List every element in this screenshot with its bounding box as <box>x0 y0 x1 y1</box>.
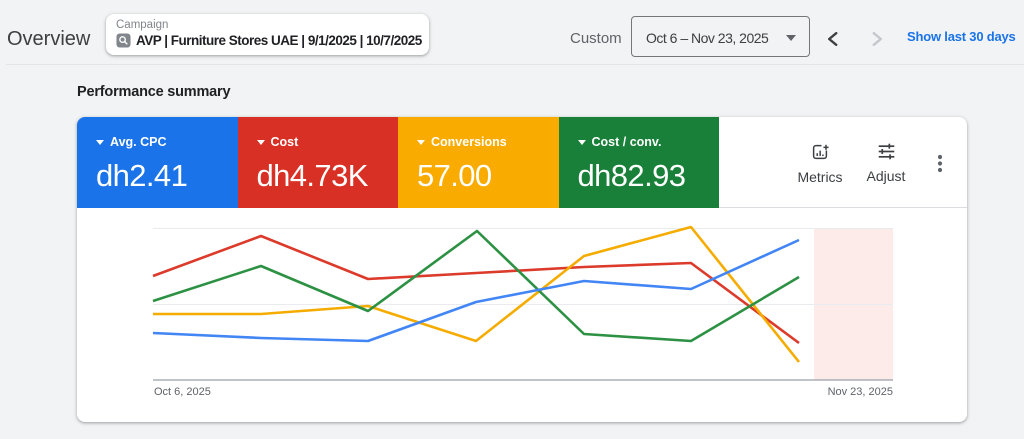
svg-text:Oct 6, 2025: Oct 6, 2025 <box>154 386 211 398</box>
svg-text:Nov 23, 2025: Nov 23, 2025 <box>828 386 893 398</box>
